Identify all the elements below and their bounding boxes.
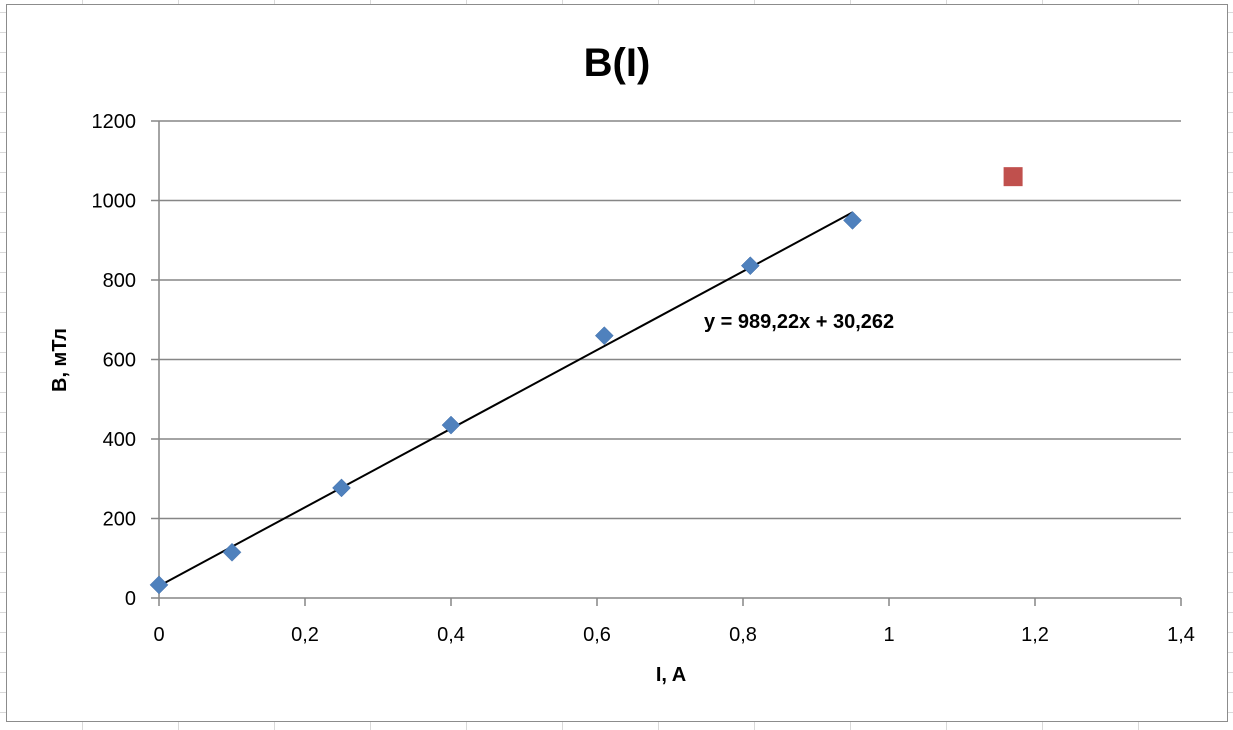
y-tick-label: 800 [103, 270, 136, 292]
data-points [149, 167, 1023, 595]
y-tick-label: 1200 [92, 111, 137, 133]
x-tick-label: 1,4 [1167, 624, 1195, 646]
x-tick-label: 1,2 [1021, 624, 1049, 646]
x-tick-label: 1 [883, 624, 894, 646]
chart-title: B(I) [584, 41, 651, 85]
data-point-diamond [441, 415, 461, 435]
x-tick-label: 0,8 [729, 624, 757, 646]
x-tick-label: 0,2 [291, 624, 319, 646]
data-point-diamond [594, 326, 614, 346]
y-tick-label: 600 [103, 350, 136, 372]
y-axis-label: B, мТл [49, 328, 71, 392]
trendline [158, 211, 853, 587]
y-tick-label: 400 [103, 429, 136, 451]
data-point-diamond [740, 256, 760, 276]
trendline-layer [158, 211, 853, 587]
y-tick-label: 200 [103, 509, 136, 531]
x-tick-label: 0 [153, 624, 164, 646]
data-point-square [1003, 167, 1023, 187]
y-tick-label: 1000 [92, 191, 137, 213]
data-point-diamond [843, 211, 862, 230]
data-point-diamond [222, 542, 242, 562]
axes: 0 200 400 600 800 1000 1200 0 0,2 0,4 0,6 0,8 1 1,2 1,… [92, 111, 1195, 646]
gridlines [159, 120, 1181, 520]
x-tick-label: 0,4 [437, 624, 465, 646]
chart-frame[interactable] [6, 4, 1228, 722]
trendline-equation: y = 989,22x + 30,262 [704, 311, 894, 333]
data-point-diamond [149, 575, 169, 595]
y-tick-label: 0 [125, 588, 136, 610]
data-point-diamond [332, 478, 351, 498]
x-tick-label: 0,6 [583, 624, 611, 646]
x-axis-label: I, A [656, 664, 686, 686]
